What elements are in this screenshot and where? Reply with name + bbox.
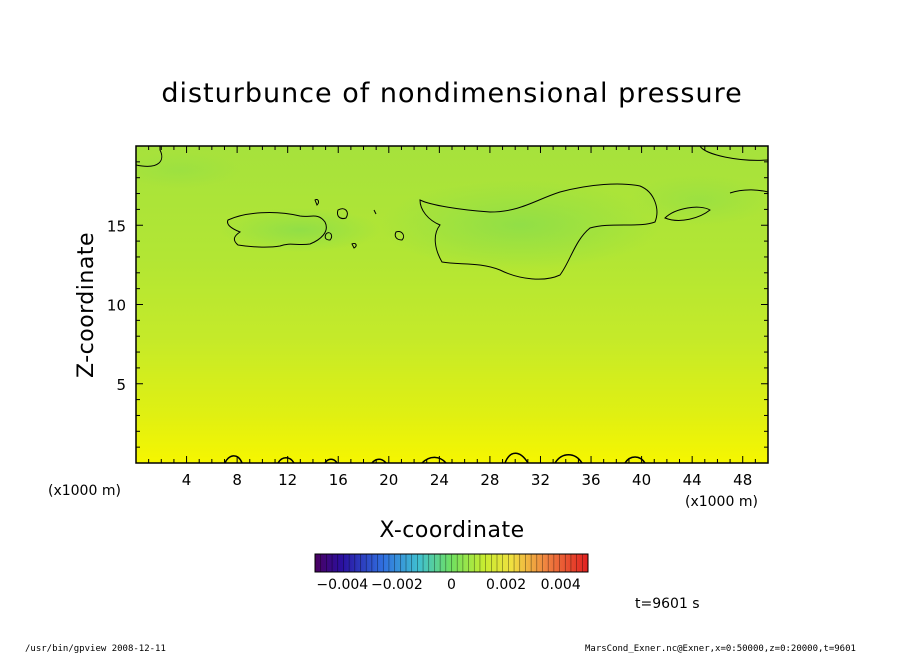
x-tick-label: 16 — [329, 471, 348, 489]
contour-line — [419, 183, 658, 280]
contour-line — [624, 456, 646, 463]
y-tick-label: 15 — [107, 217, 126, 235]
x-tick-label: 36 — [581, 471, 600, 489]
footer-right: MarsCond_Exner.nc@Exner,x=0:50000,z=0:20… — [585, 644, 856, 654]
contour-line — [337, 208, 348, 219]
contour-line — [224, 455, 243, 463]
field-blob — [380, 180, 660, 270]
x-unit-label: (x1000 m) — [685, 494, 758, 510]
contour-line — [699, 146, 768, 161]
contour-line — [664, 206, 711, 221]
y-tick-label: 10 — [107, 297, 126, 315]
colorbar-stripes — [320, 554, 583, 572]
y-tick-label: 5 — [116, 376, 126, 394]
contour-line — [277, 457, 295, 463]
contour-line — [554, 454, 583, 463]
field-texture — [136, 146, 768, 463]
x-tick-label: 28 — [480, 471, 499, 489]
contour-line — [421, 456, 447, 463]
x-tick-label: 4 — [182, 471, 192, 489]
contour-line — [371, 458, 387, 463]
y-axis-label: Z-coordinate — [74, 232, 99, 378]
contour-line — [324, 232, 333, 241]
x-tick-label: 48 — [733, 471, 752, 489]
x-tick-label: 12 — [278, 471, 297, 489]
colorbar-labels: −0.004 −0.002 0 0.002 0.004 — [316, 577, 580, 593]
contour-line — [136, 146, 163, 167]
x-tick-label: 40 — [632, 471, 651, 489]
x-tick-label: 20 — [379, 471, 398, 489]
time-label: t=9601 s — [635, 596, 700, 612]
contour-line — [729, 189, 768, 194]
colorbar-tick-label: 0.002 — [486, 577, 526, 593]
x-tick-label: 32 — [531, 471, 550, 489]
contour-line — [314, 199, 319, 206]
contour-line — [373, 209, 377, 215]
colorbar-tick-label: −0.004 — [316, 577, 368, 593]
colorbar-tick-label: −0.002 — [371, 577, 423, 593]
field-blob — [136, 152, 240, 188]
footer-left: /usr/bin/gpview 2008-12-11 — [25, 644, 166, 654]
field-blob — [220, 208, 380, 252]
colorbar-tick-label: 0 — [447, 577, 456, 593]
contour-line — [227, 212, 327, 248]
x-tick-label: 24 — [430, 471, 449, 489]
contour-line — [394, 231, 405, 241]
x-tick-label: 8 — [232, 471, 242, 489]
colorbar: −0.004 −0.002 0 0.002 0.004 — [314, 553, 589, 593]
colorbar-tick-label: 0.004 — [541, 577, 581, 593]
y-unit-label: (x1000 m) — [48, 483, 121, 499]
x-tick-label: 44 — [683, 471, 702, 489]
contour-line — [351, 243, 357, 249]
field-blob — [630, 175, 768, 225]
chart-title: disturbunce of nondimensional pressure — [161, 78, 742, 109]
contour-line — [504, 452, 529, 463]
x-axis-label: X-coordinate — [379, 518, 524, 543]
